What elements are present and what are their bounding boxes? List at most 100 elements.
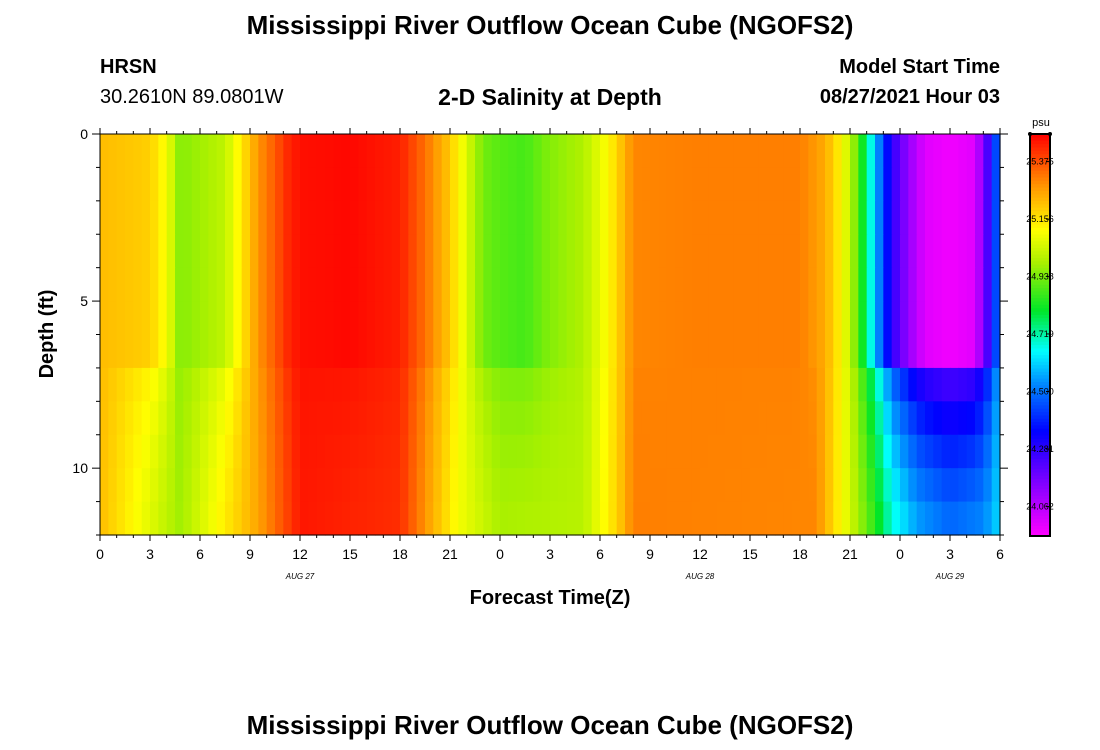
heatmap-cell: [358, 200, 368, 235]
heatmap-cell: [641, 301, 651, 336]
heatmap-cell: [591, 134, 601, 169]
heatmap-cell: [291, 501, 301, 536]
heatmap-cell: [766, 200, 776, 235]
heatmap-cell: [725, 167, 734, 202]
y-tick-label: 5: [80, 293, 88, 309]
heatmap-cell: [900, 234, 909, 269]
heatmap-cell: [225, 167, 234, 202]
heatmap-cell: [375, 267, 384, 302]
heatmap-cell: [208, 200, 218, 235]
heatmap-cell: [291, 200, 301, 235]
heatmap-cell: [491, 200, 501, 235]
heatmap-cell: [558, 301, 568, 336]
heatmap-cell: [425, 334, 434, 369]
heatmap-cell: [766, 134, 776, 169]
heatmap-cell: [808, 367, 818, 402]
heatmap-cell: [300, 434, 309, 469]
heatmap-cell: [225, 200, 234, 235]
heatmap-cell: [100, 167, 109, 202]
heatmap-cell: [375, 434, 384, 469]
heatmap-cell: [891, 267, 901, 302]
heatmap-cell: [441, 468, 451, 503]
heatmap-cell: [258, 234, 268, 269]
heatmap-cell: [883, 501, 893, 536]
heatmap-cell: [966, 234, 976, 269]
heatmap-cell: [816, 501, 826, 536]
colorbar-tick-label: 24.938: [1026, 271, 1054, 281]
heatmap-cell: [941, 367, 951, 402]
heatmap-cell: [891, 334, 901, 369]
heatmap-cell: [791, 267, 801, 302]
heatmap-cell: [208, 434, 218, 469]
heatmap-cell: [783, 134, 793, 169]
heatmap-cell: [916, 134, 926, 169]
heatmap-cell: [800, 134, 809, 169]
heatmap-cell: [858, 134, 868, 169]
heatmap-cell: [600, 200, 609, 235]
heatmap-cell: [108, 401, 118, 436]
heatmap-cell: [183, 200, 193, 235]
heatmap-cell: [991, 301, 1001, 336]
heatmap-cell: [116, 434, 126, 469]
heatmap-cell: [883, 434, 893, 469]
heatmap-cell: [475, 367, 484, 402]
heatmap-cell: [833, 267, 843, 302]
colorbar-segment: [1030, 438, 1050, 443]
colorbar-segment: [1030, 425, 1050, 430]
heatmap-cell: [825, 367, 834, 402]
heatmap-cell: [750, 334, 759, 369]
heatmap-cell: [583, 501, 593, 536]
heatmap-cell: [241, 434, 251, 469]
heatmap-cell: [441, 167, 451, 202]
heatmap-cell: [116, 401, 126, 436]
heatmap-cell: [216, 234, 226, 269]
heatmap-cell: [666, 267, 676, 302]
heatmap-cell: [383, 468, 393, 503]
heatmap-cell: [575, 167, 584, 202]
heatmap-cell: [633, 200, 643, 235]
colorbar-segment: [1030, 177, 1050, 182]
heatmap-cell: [758, 267, 768, 302]
colorbar-segment: [1030, 532, 1050, 537]
heatmap-cell: [383, 167, 393, 202]
colorbar-segment: [1030, 140, 1050, 145]
heatmap-cell: [141, 401, 151, 436]
y-tick-label: 0: [80, 126, 88, 142]
heatmap-cell: [200, 267, 209, 302]
heatmap-cell: [191, 301, 201, 336]
heatmap-cell: [283, 234, 293, 269]
colorbar-segment: [1030, 187, 1050, 192]
heatmap-cell: [991, 134, 1001, 169]
heatmap-cell: [241, 134, 251, 169]
heatmap-cell: [258, 134, 268, 169]
heatmap-cell: [758, 334, 768, 369]
colorbar-segment: [1030, 157, 1050, 162]
heatmap-cell: [825, 401, 834, 436]
heatmap-cell: [808, 267, 818, 302]
heatmap-cell: [641, 134, 651, 169]
heatmap-cell: [216, 468, 226, 503]
heatmap-cell: [100, 367, 109, 402]
colorbar-segment: [1030, 274, 1050, 279]
heatmap-cell: [916, 334, 926, 369]
heatmap-cell: [233, 267, 243, 302]
heatmap-cell: [133, 468, 143, 503]
heatmap-cell: [383, 200, 393, 235]
heatmap-cell: [383, 367, 393, 402]
heatmap-cell: [608, 134, 618, 169]
heatmap-cell: [641, 167, 651, 202]
heatmap-cell: [325, 167, 334, 202]
heatmap-cell: [125, 167, 134, 202]
heatmap-cell: [666, 434, 676, 469]
heatmap-cell: [733, 234, 743, 269]
heatmap-cell: [433, 501, 443, 536]
heatmap-cell: [625, 267, 634, 302]
heatmap-cell: [183, 501, 193, 536]
heatmap-cell: [658, 200, 668, 235]
heatmap-cell: [608, 367, 618, 402]
heatmap-cell: [150, 167, 159, 202]
heatmap-cell: [225, 401, 234, 436]
colorbar-segment: [1030, 455, 1050, 460]
heatmap-cell: [658, 334, 668, 369]
